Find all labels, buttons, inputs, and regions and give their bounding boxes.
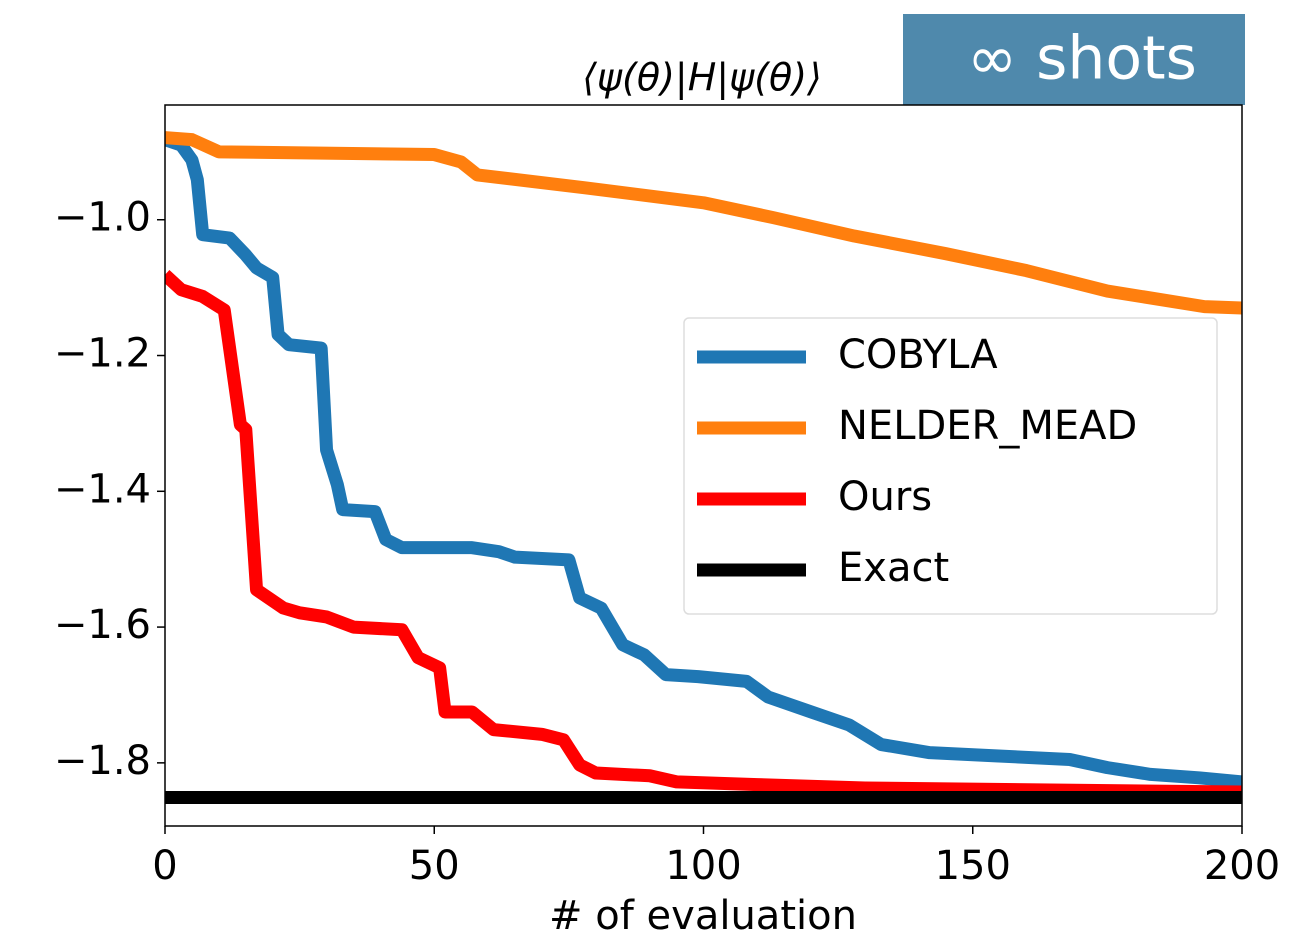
x-tick-label: 0 (152, 843, 177, 889)
badge: ∞ shots (967, 24, 1197, 94)
legend-box (683, 317, 1218, 615)
legend-label: Ours (838, 474, 932, 520)
y-tick-label: −1.6 (54, 602, 151, 648)
y-tick-label: −1.8 (54, 738, 151, 784)
legend-label: COBYLA (838, 332, 998, 378)
x-axis-label: # of evaluation (549, 893, 857, 939)
x-tick-label: 50 (409, 843, 460, 889)
badge-box (903, 14, 1245, 105)
y-tick-label: −1.0 (54, 195, 151, 241)
y-tick-label: −1.4 (54, 466, 151, 512)
series-line (165, 269, 1242, 799)
y-tick-label: −1.2 (54, 331, 151, 377)
chart-title: ⟨ψ(θ)|H|ψ(θ)⟩ (582, 56, 822, 101)
x-tick-label: 100 (665, 843, 741, 889)
legend-label: NELDER_MEAD (838, 403, 1137, 449)
x-tick-label: 200 (1204, 843, 1280, 889)
series-line (165, 133, 1242, 789)
plot-frame (164, 104, 1243, 827)
series-line (165, 131, 1242, 315)
legend-label: Exact (838, 545, 949, 591)
x-tick-label: 150 (935, 843, 1011, 889)
